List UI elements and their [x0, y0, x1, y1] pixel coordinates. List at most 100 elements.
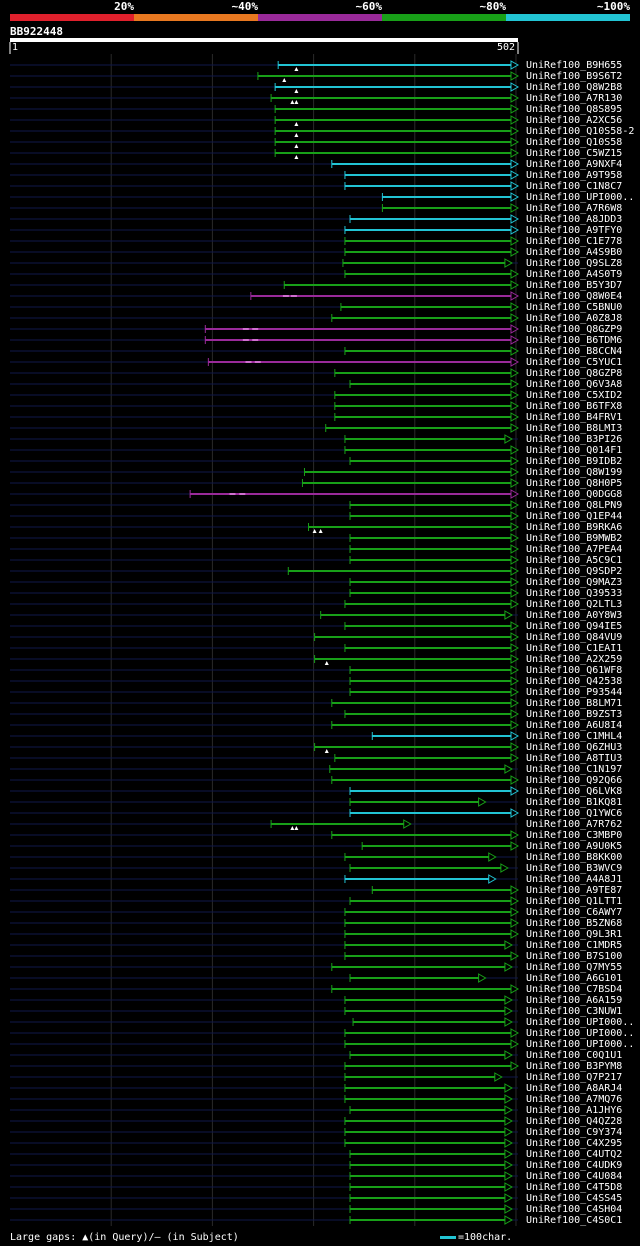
hit-label[interactable]: UniRef100_Q8S895 — [526, 104, 623, 115]
hit-label[interactable]: UniRef100_Q6ZHU3 — [526, 742, 623, 753]
hit-label[interactable]: UniRef100_B5ZN68 — [526, 918, 623, 929]
hit-label[interactable]: UniRef100_Q2LTL3 — [526, 599, 623, 610]
hit-label[interactable]: UniRef100_Q6LVK8 — [526, 786, 623, 797]
hit-label[interactable]: UniRef100_C4SH04 — [526, 1204, 623, 1215]
hit-label[interactable]: UniRef100_B1KQ81 — [526, 797, 623, 808]
hit-label[interactable]: UniRef100_A9T958 — [526, 170, 623, 181]
hit-label[interactable]: UniRef100_C1EAI1 — [526, 643, 623, 654]
hit-label[interactable]: UniRef100_A4S0T9 — [526, 269, 623, 280]
hit-label[interactable]: UniRef100_A9NXF4 — [526, 159, 623, 170]
hit-label[interactable]: UniRef100_C5WZ15 — [526, 148, 623, 159]
hit-label[interactable]: UniRef100_A6U8I4 — [526, 720, 623, 731]
hit-label[interactable]: UniRef100_B8LMI3 — [526, 423, 623, 434]
hit-label[interactable]: UniRef100_Q1EP44 — [526, 511, 623, 522]
hit-label[interactable]: UniRef100_B8LM71 — [526, 698, 623, 709]
hit-label[interactable]: UniRef100_Q84VU9 — [526, 632, 623, 643]
hit-label[interactable]: UniRef100_C4SS45 — [526, 1193, 623, 1204]
hit-label[interactable]: UniRef100_Q61WF8 — [526, 665, 623, 676]
hit-label[interactable]: UniRef100_Q0DGG8 — [526, 489, 623, 500]
hit-label[interactable]: UniRef100_B3PI26 — [526, 434, 623, 445]
hit-label[interactable]: UniRef100_C4UTQ2 — [526, 1149, 623, 1160]
hit-label[interactable]: UniRef100_C7BSD4 — [526, 984, 623, 995]
hit-label[interactable]: UniRef100_A1JHY6 — [526, 1105, 623, 1116]
hit-label[interactable]: UniRef100_Q8W199 — [526, 467, 623, 478]
hit-label[interactable]: UniRef100_B9RKA6 — [526, 522, 623, 533]
hit-label[interactable]: UniRef100_A2X259 — [526, 654, 623, 665]
hit-label[interactable]: UniRef100_Q39533 — [526, 588, 623, 599]
hit-label[interactable]: UniRef100_Q10S58 — [526, 137, 623, 148]
hit-label[interactable]: UniRef100_C0Q1U1 — [526, 1050, 623, 1061]
hit-label[interactable]: UniRef100_Q9L3R1 — [526, 929, 623, 940]
hit-label[interactable]: UniRef100_C3NUW1 — [526, 1006, 623, 1017]
hit-label[interactable]: UniRef100_B9ZST3 — [526, 709, 623, 720]
hit-label[interactable]: UniRef100_Q8W2B8 — [526, 82, 623, 93]
hit-label[interactable]: UniRef100_Q7P217 — [526, 1072, 623, 1083]
hit-label[interactable]: UniRef100_Q4QZ28 — [526, 1116, 623, 1127]
hit-label[interactable]: UniRef100_C3MBP0 — [526, 830, 623, 841]
hit-label[interactable]: UniRef100_C4U084 — [526, 1171, 623, 1182]
hit-label[interactable]: UniRef100_UPI000.. — [526, 1039, 635, 1050]
hit-label[interactable]: UniRef100_C5XID2 — [526, 390, 623, 401]
hit-label[interactable]: UniRef100_A8JDD3 — [526, 214, 623, 225]
hit-label[interactable]: UniRef100_B9MWB2 — [526, 533, 623, 544]
hit-label[interactable]: UniRef100_C5YUC1 — [526, 357, 623, 368]
hit-label[interactable]: UniRef100_A7MQ76 — [526, 1094, 623, 1105]
hit-label[interactable]: UniRef100_B7S100 — [526, 951, 623, 962]
hit-label[interactable]: UniRef100_C1MDR5 — [526, 940, 623, 951]
hit-label[interactable]: UniRef100_Q6V3A8 — [526, 379, 623, 390]
hit-label[interactable]: UniRef100_B9IDB2 — [526, 456, 623, 467]
hit-label[interactable]: UniRef100_Q8H0P5 — [526, 478, 623, 489]
hit-label[interactable]: UniRef100_A7R6W8 — [526, 203, 623, 214]
hit-label[interactable]: UniRef100_C1N8C7 — [526, 181, 623, 192]
hit-label[interactable]: UniRef100_Q9SLZ8 — [526, 258, 623, 269]
hit-label[interactable]: UniRef100_Q42538 — [526, 676, 623, 687]
hit-label[interactable]: UniRef100_Q10S58-2 — [526, 126, 635, 137]
hit-label[interactable]: UniRef100_Q7MY55 — [526, 962, 623, 973]
hit-label[interactable]: UniRef100_A0Z8J8 — [526, 313, 623, 324]
hit-label[interactable]: UniRef100_A9U0K5 — [526, 841, 623, 852]
hit-label[interactable]: UniRef100_C9Y374 — [526, 1127, 623, 1138]
hit-label[interactable]: UniRef100_B3WVC9 — [526, 863, 623, 874]
hit-label[interactable]: UniRef100_C5BNU0 — [526, 302, 623, 313]
hit-label[interactable]: UniRef100_C1E778 — [526, 236, 623, 247]
hit-label[interactable]: UniRef100_B8KK00 — [526, 852, 623, 863]
hit-label[interactable]: UniRef100_UPI000.. — [526, 1028, 635, 1039]
hit-label[interactable]: UniRef100_A6A159 — [526, 995, 623, 1006]
hit-label[interactable]: UniRef100_A9TFY0 — [526, 225, 623, 236]
hit-label[interactable]: UniRef100_C1MHL4 — [526, 731, 623, 742]
hit-label[interactable]: UniRef100_A5C9C1 — [526, 555, 623, 566]
hit-label[interactable]: UniRef100_A0Y8W3 — [526, 610, 623, 621]
hit-label[interactable]: UniRef100_Q9SDP2 — [526, 566, 623, 577]
hit-label[interactable]: UniRef100_C6AWY7 — [526, 907, 623, 918]
hit-label[interactable]: UniRef100_Q8W0E4 — [526, 291, 623, 302]
hit-label[interactable]: UniRef100_B9S6T2 — [526, 71, 623, 82]
hit-label[interactable]: UniRef100_B3PYM8 — [526, 1061, 623, 1072]
hit-label[interactable]: UniRef100_B5Y3D7 — [526, 280, 623, 291]
hit-label[interactable]: UniRef100_A8ARJ4 — [526, 1083, 623, 1094]
hit-label[interactable]: UniRef100_Q9MAZ3 — [526, 577, 623, 588]
hit-label[interactable]: UniRef100_Q92Q66 — [526, 775, 623, 786]
hit-label[interactable]: UniRef100_UPI000.. — [526, 1017, 635, 1028]
hit-label[interactable]: UniRef100_B6TDM6 — [526, 335, 623, 346]
hit-label[interactable]: UniRef100_Q1YWC6 — [526, 808, 623, 819]
hit-label[interactable]: UniRef100_Q1LTT1 — [526, 896, 623, 907]
hit-label[interactable]: UniRef100_A4S9B0 — [526, 247, 623, 258]
hit-label[interactable]: UniRef100_B4FRV1 — [526, 412, 623, 423]
hit-label[interactable]: UniRef100_P93544 — [526, 687, 623, 698]
hit-label[interactable]: UniRef100_B9H655 — [526, 60, 623, 71]
hit-label[interactable]: UniRef100_A7PEA4 — [526, 544, 623, 555]
hit-label[interactable]: UniRef100_A6G101 — [526, 973, 623, 984]
hit-label[interactable]: UniRef100_UPI000.. — [526, 192, 635, 203]
hit-label[interactable]: UniRef100_C4X295 — [526, 1138, 623, 1149]
hit-label[interactable]: UniRef100_C4S0C1 — [526, 1215, 623, 1226]
hit-label[interactable]: UniRef100_Q8GZP8 — [526, 368, 623, 379]
hit-label[interactable]: UniRef100_C4T5D8 — [526, 1182, 623, 1193]
hit-label[interactable]: UniRef100_C1N197 — [526, 764, 623, 775]
hit-label[interactable]: UniRef100_C4UDK9 — [526, 1160, 623, 1171]
hit-label[interactable]: UniRef100_A2XC56 — [526, 115, 623, 126]
hit-label[interactable]: UniRef100_A7R130 — [526, 93, 623, 104]
hit-label[interactable]: UniRef100_Q8GZP9 — [526, 324, 623, 335]
hit-label[interactable]: UniRef100_A9TE87 — [526, 885, 623, 896]
hit-label[interactable]: UniRef100_A8TIU3 — [526, 753, 623, 764]
hit-label[interactable]: UniRef100_Q8LPN9 — [526, 500, 623, 511]
